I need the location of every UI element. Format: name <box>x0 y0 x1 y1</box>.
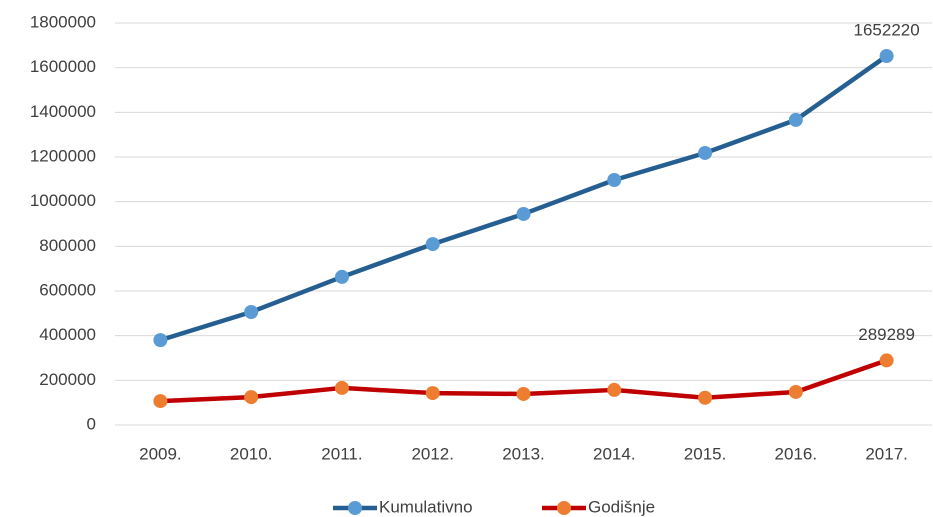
data-point <box>607 173 622 188</box>
x-tick-label: 2013. <box>502 444 545 463</box>
y-tick-label: 1200000 <box>30 146 96 165</box>
x-tick-label: 2012. <box>411 444 454 463</box>
data-point <box>788 384 803 399</box>
data-point <box>153 394 168 409</box>
data-label: 1652220 <box>854 20 920 39</box>
data-point <box>425 386 440 401</box>
legend-label: Godišnje <box>588 497 655 516</box>
x-tick-label: 2009. <box>139 444 182 463</box>
x-tick-label: 2016. <box>775 444 818 463</box>
y-tick-label: 1000000 <box>30 191 96 210</box>
data-point <box>698 390 713 405</box>
x-tick-label: 2015. <box>684 444 727 463</box>
legend-marker <box>348 501 362 515</box>
y-tick-label: 800000 <box>39 236 96 255</box>
data-point <box>607 382 622 397</box>
data-point <box>334 269 349 284</box>
data-point <box>879 353 894 368</box>
data-point <box>516 386 531 401</box>
legend-marker <box>557 501 571 515</box>
data-point <box>334 380 349 395</box>
y-tick-label: 0 <box>87 414 96 433</box>
series-line <box>159 54 888 343</box>
y-tick-label: 600000 <box>39 280 96 299</box>
data-point <box>698 145 713 160</box>
legend-label: Kumulativno <box>379 497 473 516</box>
data-point <box>788 112 803 127</box>
y-tick-label: 1600000 <box>30 57 96 76</box>
data-point <box>516 206 531 221</box>
data-point <box>153 333 168 348</box>
data-point <box>244 390 259 405</box>
x-tick-label: 2014. <box>593 444 636 463</box>
y-tick-label: 1800000 <box>30 12 96 31</box>
data-point <box>425 237 440 252</box>
y-tick-label: 200000 <box>39 370 96 389</box>
x-tick-label: 2017. <box>865 444 908 463</box>
data-label: 289289 <box>858 325 915 344</box>
y-tick-label: 1400000 <box>30 102 96 121</box>
y-tick-label: 400000 <box>39 325 96 344</box>
x-tick-label: 2010. <box>230 444 273 463</box>
data-point <box>244 304 259 319</box>
x-tick-label: 2011. <box>321 444 362 463</box>
data-point <box>879 49 894 64</box>
